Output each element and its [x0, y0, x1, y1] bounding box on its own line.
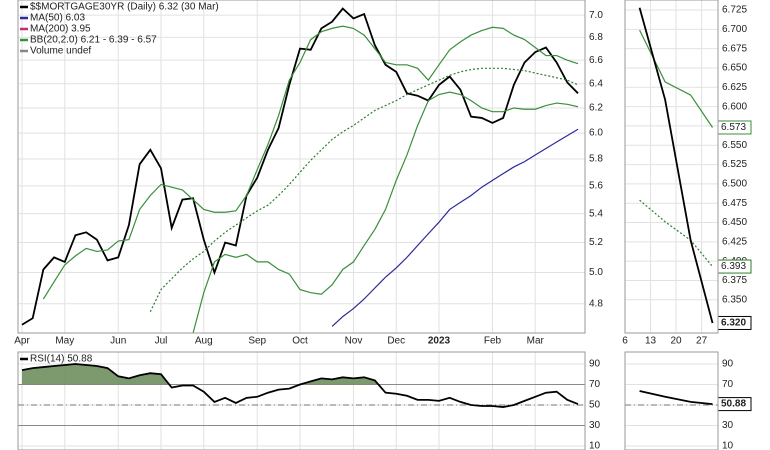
y-tick-label: 90: [589, 359, 601, 370]
y-tick-label: 90: [722, 359, 734, 370]
y-tick-label: 6.0: [589, 128, 603, 139]
x-tick-label: Jun: [110, 336, 126, 347]
x-tick-label: 27: [696, 336, 708, 347]
y-tick-label: 6.350: [722, 294, 747, 305]
line: [639, 199, 713, 267]
panel-frame: [17, 0, 586, 334]
y-tick-label: 70: [589, 379, 601, 390]
y-tick-label: 6.550: [722, 140, 747, 151]
y-tick-label: 6.450: [722, 217, 747, 228]
y-tick-label: 6.8: [589, 32, 603, 43]
end-label: 50.88: [721, 399, 746, 410]
y-tick-label: 6.500: [722, 179, 747, 190]
y-tick-label: 4.8: [589, 298, 603, 309]
line: [192, 91, 579, 333]
x-tick-label: Jul: [155, 336, 168, 347]
panel-frame: [624, 351, 719, 450]
x-tick-label: 13: [645, 336, 657, 347]
x-tick-label: Nov: [345, 336, 363, 347]
x-tick-label: Sep: [248, 336, 266, 347]
x-tick-label: Mar: [527, 336, 545, 347]
y-tick-label: 5.8: [589, 154, 603, 165]
legend-label: BB(20,2.0) 6.21 - 6.39 - 6.57: [30, 35, 157, 46]
y-tick-label: 5.4: [589, 208, 603, 219]
y-tick-label: 6.425: [722, 236, 747, 247]
y-tick-label: 6.650: [722, 63, 747, 74]
y-tick-label: 6.675: [722, 43, 747, 54]
legend-label: MA(200) 3.95: [30, 24, 91, 35]
y-tick-label: 6.725: [722, 5, 747, 16]
y-tick-label: 6.700: [722, 24, 747, 35]
x-tick-label: 6: [622, 336, 628, 347]
y-tick-label: 10: [722, 441, 734, 450]
x-tick-label: Apr: [14, 336, 30, 347]
y-tick-label: 5.6: [589, 180, 603, 191]
end-label: 6.393: [721, 261, 746, 272]
y-tick-label: 7.0: [589, 10, 603, 21]
x-tick-label: Feb: [484, 336, 502, 347]
y-tick-label: 5.0: [589, 267, 603, 278]
end-label: 6.320: [721, 318, 746, 329]
x-tick-label: 20: [670, 336, 682, 347]
line: [42, 25, 579, 300]
y-tick-label: 6.375: [722, 275, 747, 286]
y-tick-label: 6.475: [722, 198, 747, 209]
legend: RSI(14) 50.88: [20, 354, 93, 365]
line: [638, 7, 714, 324]
x-tick-label: Aug: [195, 336, 213, 347]
line: [331, 128, 579, 327]
x-tick-label: Oct: [292, 336, 308, 347]
y-tick-label: 6.4: [589, 78, 603, 89]
legend: $$MORTGAGE30YR (Daily) 6.32 (30 Mar)MA(5…: [20, 2, 219, 57]
y-tick-label: 30: [722, 420, 734, 431]
panel-frame: [624, 0, 719, 334]
line: [149, 67, 579, 313]
y-tick-label: 30: [589, 420, 601, 431]
x-tick-label: May: [55, 336, 74, 347]
y-tick-label: 6.6: [589, 55, 603, 66]
legend-label: MA(50) 6.03: [30, 13, 85, 24]
end-label: 6.573: [721, 122, 746, 133]
y-tick-label: 50: [589, 400, 601, 411]
y-tick-label: 6.525: [722, 159, 747, 170]
legend-label: Volume undef: [30, 46, 91, 57]
y-tick-label: 6.600: [722, 101, 747, 112]
legend-label: RSI(14) 50.88: [30, 354, 93, 365]
x-tick-label: Dec: [387, 336, 405, 347]
y-tick-label: 5.2: [589, 237, 603, 248]
area: [22, 363, 379, 385]
x-tick-label: 2023: [428, 336, 451, 347]
line: [21, 363, 579, 408]
y-tick-label: 6.625: [722, 82, 747, 93]
y-tick-label: 6.2: [589, 103, 603, 114]
panel-frame: [17, 351, 586, 450]
y-tick-label: 10: [589, 441, 601, 450]
legend-label: $$MORTGAGE30YR (Daily) 6.32 (30 Mar): [30, 2, 219, 13]
y-tick-label: 70: [722, 379, 734, 390]
line: [21, 7, 579, 326]
line: [639, 390, 713, 405]
